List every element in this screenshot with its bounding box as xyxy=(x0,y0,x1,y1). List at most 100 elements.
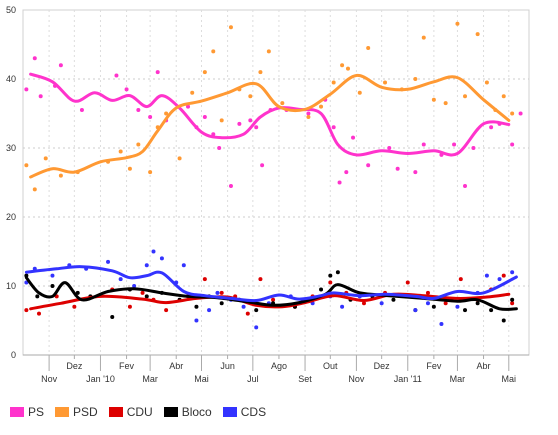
cdu-poll-point xyxy=(72,304,77,309)
psd-poll-point xyxy=(32,187,37,192)
cdu-poll-point xyxy=(164,308,169,313)
psd-poll-point xyxy=(501,94,506,99)
psd-poll-point xyxy=(383,80,388,85)
ps-poll-point xyxy=(254,125,259,130)
bloco-poll-point xyxy=(194,304,199,309)
psd-poll-point xyxy=(266,49,271,54)
psd-poll-point xyxy=(455,21,460,26)
cdu-poll-point xyxy=(328,280,333,285)
psd-poll-point xyxy=(127,166,132,171)
cdu-poll-point xyxy=(258,277,263,282)
ps-poll-point xyxy=(38,94,43,99)
legend-item-ps[interactable]: PS xyxy=(10,405,44,419)
cds-poll-point xyxy=(106,259,111,264)
cdu-poll-point xyxy=(36,311,41,316)
psd-poll-point xyxy=(202,70,207,75)
legend-swatch xyxy=(163,407,178,417)
ps-poll-point xyxy=(260,163,265,168)
legend-swatch xyxy=(55,407,70,417)
legend-item-cdu[interactable]: CDU xyxy=(108,405,153,419)
x-tick-label: Mai xyxy=(194,374,209,384)
ps-poll-point xyxy=(331,125,336,130)
legend-swatch xyxy=(10,407,24,417)
cds-poll-point xyxy=(194,318,199,323)
x-tick-label: Dez xyxy=(374,361,391,371)
cds-poll-point xyxy=(132,284,137,288)
cds-poll-point xyxy=(144,263,149,268)
y-tick-label: 30 xyxy=(6,143,16,153)
cdu-poll-point xyxy=(245,311,250,316)
legend-item-cds[interactable]: CDS xyxy=(222,405,266,419)
bloco-poll-point xyxy=(35,294,40,299)
cdu-poll-point xyxy=(425,290,430,295)
x-tick-label: Nov xyxy=(348,374,365,384)
ps-poll-point xyxy=(337,180,342,185)
cds-poll-point xyxy=(118,277,123,282)
bloco-poll-point xyxy=(254,308,259,313)
ps-poll-point xyxy=(186,104,191,109)
psd-poll-point xyxy=(443,101,448,106)
cdu-trend-line xyxy=(29,292,511,311)
psd-poll-point xyxy=(190,90,195,95)
psd-poll-point xyxy=(43,156,48,161)
legend-item-psd[interactable]: PSD xyxy=(55,405,98,419)
cdu-poll-point xyxy=(405,280,410,285)
ps-poll-point xyxy=(463,183,468,188)
x-tick-label: Jul xyxy=(247,374,259,384)
y-tick-label: 50 xyxy=(6,5,16,15)
ps-poll-point xyxy=(351,135,356,140)
x-tick-label: Mar xyxy=(450,374,466,384)
data-points xyxy=(24,21,523,330)
ps-poll-point xyxy=(58,63,63,68)
cdu-poll-point xyxy=(361,301,366,306)
psd-poll-point xyxy=(136,142,141,147)
psd-poll-point xyxy=(24,163,29,168)
ps-trend-line xyxy=(29,72,511,157)
cdu-poll-point xyxy=(24,308,29,313)
ps-poll-point xyxy=(387,146,392,150)
ps-poll-point xyxy=(489,125,494,130)
psd-poll-point xyxy=(357,90,362,95)
ps-poll-point xyxy=(79,108,84,113)
bloco-poll-point xyxy=(431,304,436,309)
bloco-poll-point xyxy=(463,308,468,313)
ps-poll-point xyxy=(344,170,349,175)
x-tick-label: Mar xyxy=(142,374,158,384)
y-tick-label: 20 xyxy=(6,212,16,222)
bloco-poll-point xyxy=(219,301,224,306)
cdu-poll-point xyxy=(140,290,145,295)
psd-poll-point xyxy=(280,101,285,106)
cdu-poll-point xyxy=(271,297,276,302)
ps-poll-point xyxy=(228,183,233,188)
psd-poll-point xyxy=(228,25,233,30)
ps-poll-point xyxy=(202,114,207,119)
ps-poll-point xyxy=(471,146,476,150)
psd-poll-point xyxy=(413,77,418,81)
bloco-poll-point xyxy=(50,284,55,288)
ps-poll-point xyxy=(148,114,153,119)
ps-poll-point xyxy=(421,142,426,147)
legend-label: PS xyxy=(28,405,45,419)
cds-poll-point xyxy=(207,308,212,313)
x-tick-label: Set xyxy=(298,374,312,384)
cdu-poll-point xyxy=(202,277,207,282)
cds-poll-point xyxy=(455,304,460,309)
ps-poll-point xyxy=(114,73,119,78)
psd-poll-point xyxy=(248,94,253,99)
legend-item-bloco[interactable]: Bloco xyxy=(163,405,212,419)
psd-poll-point xyxy=(421,35,426,40)
cds-poll-point xyxy=(181,263,186,268)
cds-poll-point xyxy=(254,325,259,330)
cdu-poll-point xyxy=(127,304,132,309)
cds-poll-point xyxy=(159,256,164,261)
ps-poll-point xyxy=(248,118,253,123)
psd-poll-point xyxy=(366,45,371,50)
ps-poll-point xyxy=(24,87,29,92)
cds-poll-point xyxy=(24,280,29,285)
legend-label: Bloco xyxy=(181,405,212,419)
plot-area xyxy=(22,9,530,356)
cds-poll-point xyxy=(484,273,489,278)
bloco-poll-point xyxy=(328,273,333,278)
ps-poll-point xyxy=(413,170,418,175)
legend-label: CDU xyxy=(126,405,153,419)
